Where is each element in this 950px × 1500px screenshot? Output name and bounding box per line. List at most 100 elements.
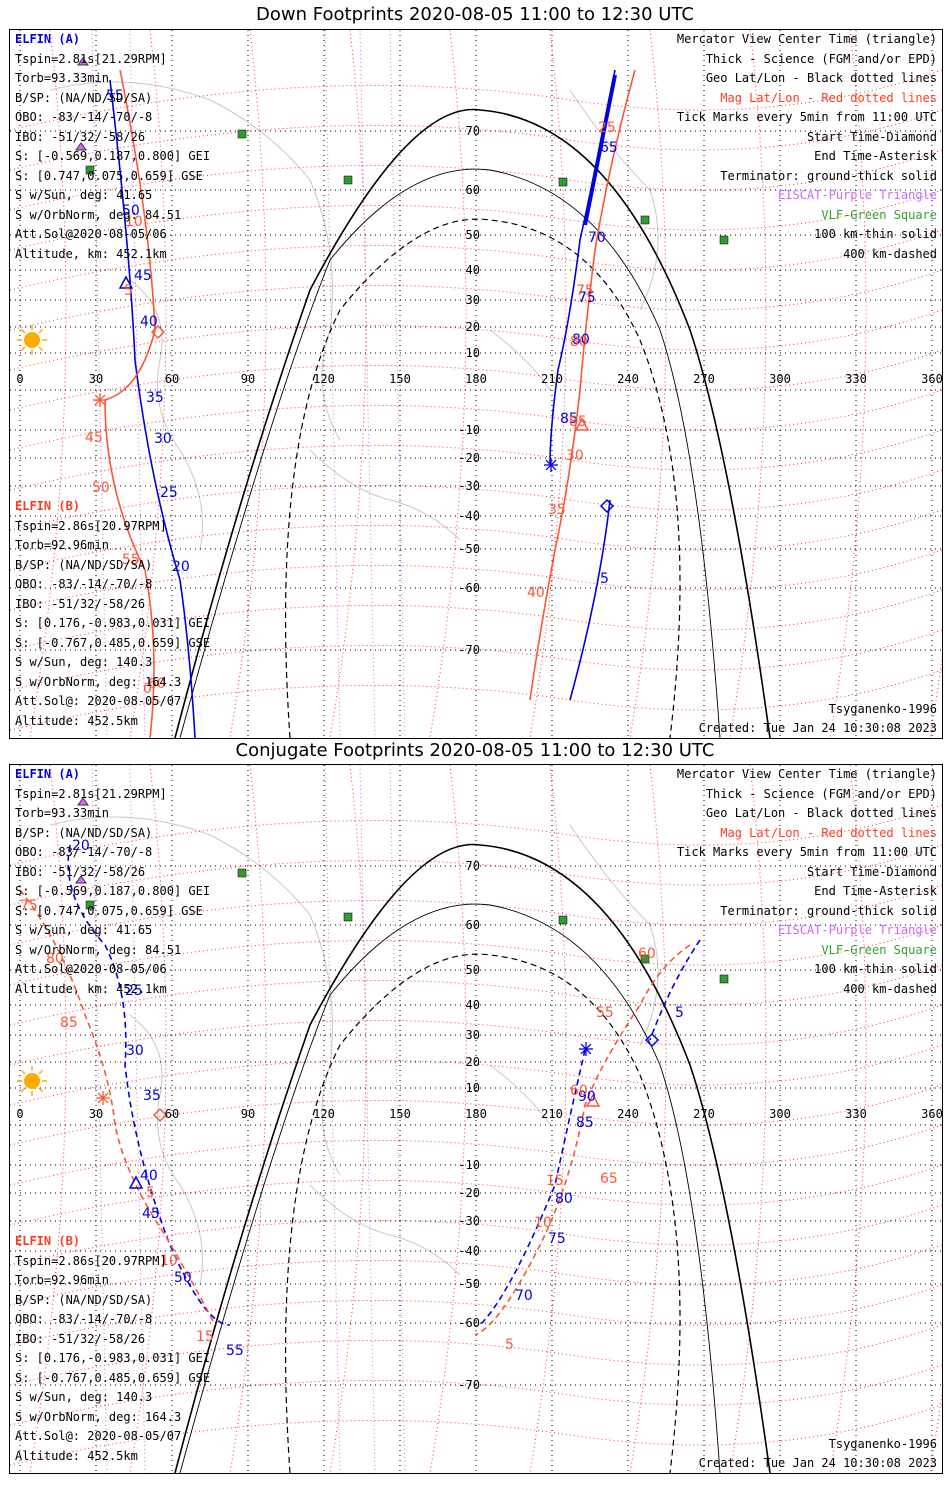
legend: Mercator View Center Time (triangle) Thic… bbox=[677, 30, 937, 264]
vlf-square-4 bbox=[640, 215, 650, 225]
eiscat-triangle-1 bbox=[77, 797, 89, 806]
elfin-b-info-line: ELFIN (B) bbox=[15, 1234, 81, 1248]
mag-meridian-2 bbox=[229, 765, 267, 1473]
elfin-a-info-line: ELFIN (A) bbox=[15, 32, 81, 46]
lon-label-8: 240 bbox=[617, 1107, 639, 1121]
elfin-a-tick-7: 55 bbox=[226, 1343, 244, 1359]
elfin-a-info: ELFIN (A) Tspin=2.81s[21.29RPM] Torb=93.33… bbox=[15, 30, 210, 264]
lat-label-0: 70 bbox=[466, 124, 480, 138]
elfin-b-end-asterisk-stroke-3 bbox=[94, 394, 106, 406]
elfin-b-tick-4: 10 bbox=[160, 1253, 178, 1269]
elfin-b-tick-2: 85 bbox=[60, 1015, 78, 1031]
elfin-b-info-line: Tspin=2.86s[20.97RPM] bbox=[15, 518, 167, 533]
elfin-b-track-right bbox=[529, 69, 636, 701]
elfin-b-info-line: Torb=92.96min bbox=[15, 538, 109, 552]
elfin-a-tick-2: 30 bbox=[126, 1043, 144, 1059]
lat-label-1: 60 bbox=[466, 918, 480, 932]
elfin-b-info-line: S: [-0.767,0.485,0.659] GSE bbox=[15, 1370, 211, 1385]
elfin-b-info-line: S: [0.176,-0.983,0.031] GEI bbox=[15, 1351, 211, 1365]
lat-label-6: 10 bbox=[466, 1081, 480, 1095]
lon-label-3: 90 bbox=[241, 372, 255, 386]
lat-label-9: -30 bbox=[458, 479, 480, 493]
sun-ray-1 bbox=[38, 346, 44, 352]
lat-label-2: 50 bbox=[466, 228, 480, 242]
elfin-b-info-line: B/SP: (NA/ND/SD/SA) bbox=[15, 557, 153, 572]
lat-label-6: 10 bbox=[466, 346, 480, 360]
elfin-a-info-line: B/SP: (NA/ND/SD/SA) bbox=[15, 90, 153, 105]
lat-label-11: -50 bbox=[458, 542, 480, 556]
lon-label-7: 210 bbox=[541, 1107, 563, 1121]
lon-label-10: 300 bbox=[769, 1107, 791, 1121]
elfin-b-start-diamond bbox=[152, 1107, 168, 1123]
lon-label-6: 180 bbox=[465, 1107, 487, 1121]
legend-item: 100 km-thin solid bbox=[814, 227, 937, 241]
elfin-a-tick-8: 65 bbox=[600, 140, 618, 156]
elfin-a-tick-2: 45 bbox=[134, 268, 152, 284]
elfin-b-track-right bbox=[474, 944, 691, 1336]
elfin-b-info-line: Altitude: 452.5km bbox=[15, 713, 138, 728]
elfin-b-tick-7: 55 bbox=[596, 1005, 614, 1021]
legend-item: Mag Lat/Lon - Red dotted lines bbox=[720, 825, 937, 840]
elfin-b-info: ELFIN (B) Tspin=2.86s[20.97RPM] Torb=92.96… bbox=[15, 497, 210, 731]
elfin-a-tick-12: 85 bbox=[560, 411, 578, 427]
elfin-a-tick-9: 85 bbox=[576, 1115, 594, 1131]
lon-label-2: 60 bbox=[165, 1107, 179, 1121]
legend-item: End Time-Asterisk bbox=[814, 149, 937, 163]
elfin-b-info-line: IBO: -51/32/-58/26 bbox=[15, 596, 146, 611]
lon-label-4: 120 bbox=[313, 372, 335, 386]
100km-curve bbox=[179, 903, 721, 1473]
400km-curve bbox=[284, 218, 681, 738]
elfin-b-info-line: S w/Sun, deg: 140.3 bbox=[15, 1390, 153, 1404]
lon-label-3: 90 bbox=[241, 1107, 255, 1121]
elfin-b-tick-5: 15 bbox=[196, 1329, 214, 1345]
lat-label-7: -10 bbox=[458, 1158, 480, 1172]
elfin-b-tick-4: 75 bbox=[576, 283, 594, 299]
mag-meridian-6 bbox=[629, 765, 667, 1473]
sun-ray-1 bbox=[38, 1087, 44, 1093]
elfin-a-tick-1: 25 bbox=[125, 983, 143, 999]
legend-item: Start Time-Diamond bbox=[806, 129, 937, 144]
lat-label-7: -10 bbox=[458, 423, 480, 437]
lon-label-10: 300 bbox=[769, 372, 791, 386]
vlf-square-1 bbox=[85, 900, 95, 910]
400km-curve bbox=[284, 953, 681, 1473]
elfin-b-end-asterisk bbox=[96, 1091, 110, 1105]
elfin-a-tick-12: 70 bbox=[515, 1288, 533, 1304]
elfin-a-tick-10: 75 bbox=[578, 290, 596, 306]
lat-label-0: 70 bbox=[466, 859, 480, 873]
elfin-b-info-line: Torb=92.96min bbox=[15, 1273, 109, 1287]
elfin-b-info-line: S: [0.176,-0.983,0.031] GEI bbox=[15, 616, 211, 630]
lon-label-5: 150 bbox=[389, 372, 411, 386]
bottom-panel-title: Conjugate Footprints 2020-08-05 11:00 to… bbox=[235, 740, 715, 761]
legend-item: Start Time-Diamond bbox=[806, 864, 937, 879]
lat-label-12: -60 bbox=[458, 581, 480, 595]
elfin-b-info-line: Att.Sol@: 2020-08-05/07 bbox=[15, 1429, 182, 1443]
elfin-b-tick-1: 5 bbox=[124, 283, 133, 299]
lon-label-0: 0 bbox=[16, 1107, 23, 1121]
lat-label-10: -40 bbox=[458, 509, 480, 523]
legend-item: Thick - Science (FGM and/or EPD) bbox=[705, 51, 937, 66]
elfin-b-tick-13: 60 bbox=[148, 676, 166, 692]
mag-meridian-0 bbox=[29, 765, 67, 1473]
geo-grid bbox=[10, 30, 942, 738]
elfin-b-tick-8: 15 bbox=[546, 1173, 564, 1189]
model-label: Tsyganenko-1996 bbox=[828, 702, 937, 716]
elfin-a-info-line: S w/Sun, deg: 41.65 bbox=[15, 188, 153, 202]
lat-label-11: -50 bbox=[458, 1277, 480, 1291]
elfin-a-info-line: Altitude, km: 452.1km bbox=[15, 246, 167, 261]
lon-label-12: 360 bbox=[921, 372, 942, 386]
purple-meridian-3 bbox=[359, 30, 376, 738]
elfin-a-info-line: Tspin=2.81s[21.29RPM] bbox=[15, 786, 167, 801]
eiscat-triangle-2 bbox=[75, 142, 87, 151]
elfin-b-tick-5: 0 bbox=[143, 681, 152, 697]
elfin-a-info-line: Att.Sol@2020-08-05/06 bbox=[15, 227, 167, 241]
lon-label-1: 30 bbox=[89, 372, 103, 386]
elfin-b-info-line: OBO: -83/-14/-70/-8 bbox=[15, 1312, 153, 1326]
elfin-a-tick-11: 80 bbox=[572, 332, 590, 348]
elfin-a-info-line: B/SP: (NA/ND/SD/SA) bbox=[15, 825, 153, 840]
elfin-a-tick-13: 5 bbox=[600, 571, 609, 587]
elfin-a-info-line: ELFIN (A) bbox=[15, 767, 81, 781]
elfin-b-tick-11: 50 bbox=[92, 480, 110, 496]
coastline-1 bbox=[129, 279, 203, 551]
coastline-2 bbox=[569, 824, 659, 1046]
